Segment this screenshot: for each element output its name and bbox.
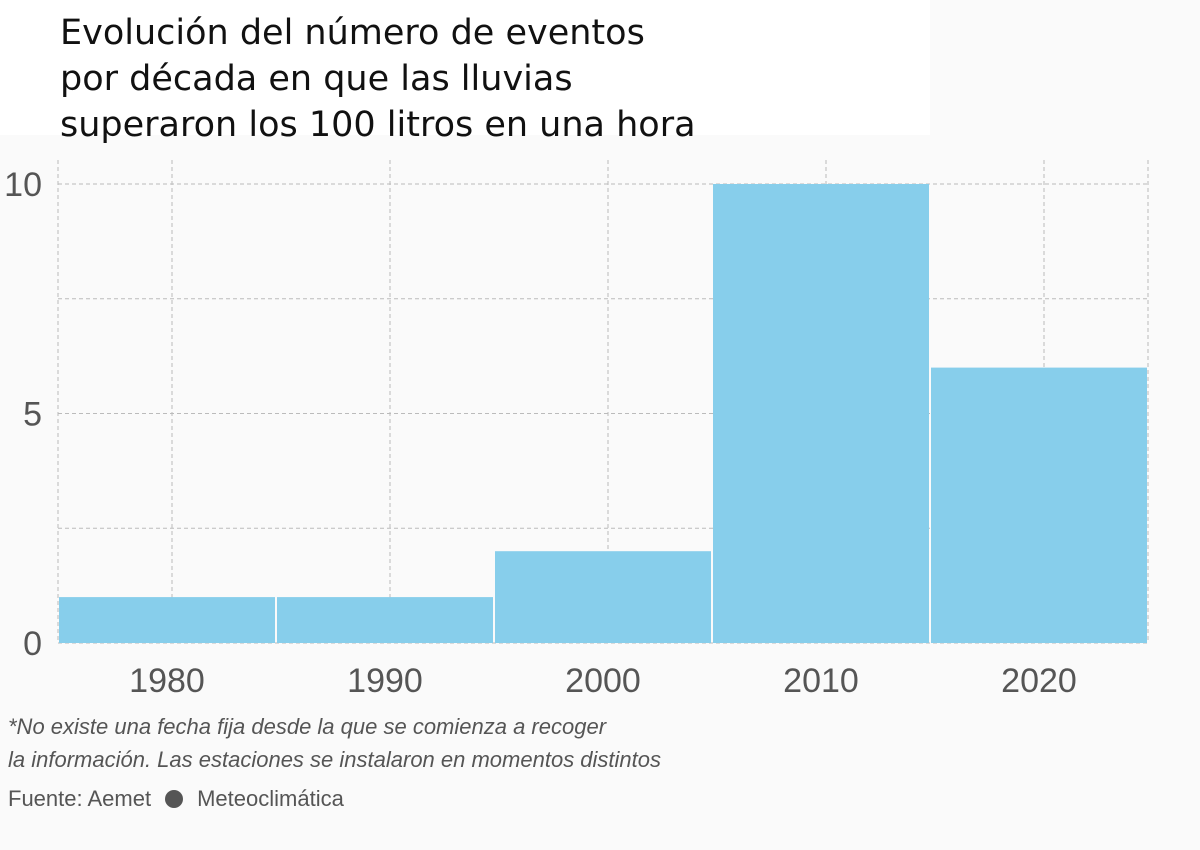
y-tick-label: 0 [23, 625, 42, 663]
x-tick-label: 2000 [565, 662, 641, 700]
bar-1980 [59, 597, 275, 643]
title-background [0, 0, 930, 135]
x-tick-label: 1980 [129, 662, 205, 700]
x-tick-label: 2010 [783, 662, 859, 700]
bar-2010 [713, 184, 929, 643]
y-tick-label: 10 [4, 166, 42, 204]
source-prefix: Fuente: Aemet [8, 786, 152, 811]
bar-1990 [277, 597, 493, 643]
source-line: Fuente: Aemet Meteoclimática [8, 786, 344, 812]
bar-2020 [931, 367, 1147, 643]
y-tick-label: 5 [23, 396, 42, 434]
separator-dot-icon [165, 790, 184, 808]
bar-2000 [495, 551, 711, 643]
chart-title: Evolución del número de eventos por déca… [60, 13, 696, 145]
x-tick-label: 1990 [347, 662, 423, 700]
source-second: Meteoclimática [197, 786, 344, 811]
x-tick-label: 2020 [1001, 662, 1077, 700]
footnote: *No existe una fecha fija desde la que s… [8, 714, 662, 772]
